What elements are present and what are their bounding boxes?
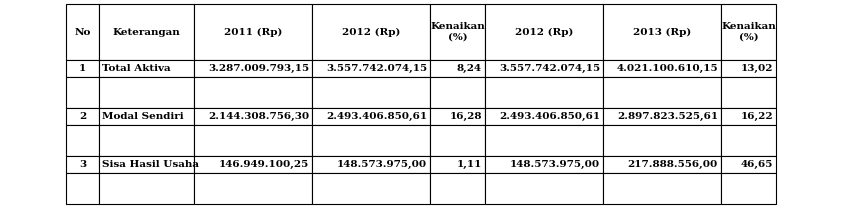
Bar [312, 77, 430, 108]
Bar [430, 4, 485, 60]
Bar [603, 125, 721, 156]
Bar [99, 156, 194, 173]
Bar [430, 108, 485, 125]
Bar [66, 173, 99, 204]
Bar [485, 125, 603, 156]
Bar [485, 4, 603, 60]
Text: Keterangan: Keterangan [113, 28, 180, 37]
Bar [603, 60, 721, 77]
Text: 148.573.975,00: 148.573.975,00 [337, 160, 427, 169]
Bar [430, 60, 485, 77]
Text: 2012 (Rp): 2012 (Rp) [514, 28, 573, 37]
Text: 2.144.308.756,30: 2.144.308.756,30 [208, 112, 309, 121]
Bar [312, 156, 430, 173]
Bar [721, 173, 776, 204]
Bar [485, 156, 603, 173]
Text: 2013 (Rp): 2013 (Rp) [633, 28, 691, 37]
Text: 2.493.406.850,61: 2.493.406.850,61 [498, 112, 600, 121]
Text: 2: 2 [79, 112, 86, 121]
Bar [603, 156, 721, 173]
Bar [194, 4, 312, 60]
Text: No: No [74, 28, 91, 37]
Bar [485, 173, 603, 204]
Text: 148.573.975,00: 148.573.975,00 [510, 160, 600, 169]
Bar [312, 4, 430, 60]
Text: 2.897.823.525,61: 2.897.823.525,61 [617, 112, 718, 121]
Bar [194, 125, 312, 156]
Bar [721, 108, 776, 125]
Text: Kenaikan
(%): Kenaikan (%) [430, 22, 485, 42]
Text: 16,28: 16,28 [450, 112, 482, 121]
Bar [312, 108, 430, 125]
Bar [485, 108, 603, 125]
Text: 4.021.100.610,15: 4.021.100.610,15 [616, 64, 718, 73]
Bar [99, 77, 194, 108]
Text: Total Aktiva: Total Aktiva [102, 64, 171, 73]
Bar [312, 125, 430, 156]
Text: Sisa Hasil Usaha: Sisa Hasil Usaha [102, 160, 199, 169]
Text: 3.557.742.074,15: 3.557.742.074,15 [498, 64, 600, 73]
Text: 1: 1 [79, 64, 86, 73]
Bar [66, 125, 99, 156]
Bar [430, 77, 485, 108]
Bar [99, 125, 194, 156]
Bar [485, 77, 603, 108]
Text: 1,11: 1,11 [456, 160, 482, 169]
Bar [603, 4, 721, 60]
Bar [99, 4, 194, 60]
Bar [312, 173, 430, 204]
Text: 2011 (Rp): 2011 (Rp) [224, 28, 282, 37]
Bar [194, 156, 312, 173]
Bar [721, 125, 776, 156]
Text: Kenaikan
(%): Kenaikan (%) [721, 22, 775, 42]
Bar [194, 173, 312, 204]
Text: 46,65: 46,65 [741, 160, 773, 169]
Bar [194, 77, 312, 108]
Bar [430, 156, 485, 173]
Bar [66, 108, 99, 125]
Text: Modal Sendiri: Modal Sendiri [102, 112, 184, 121]
Bar [66, 60, 99, 77]
Bar [603, 108, 721, 125]
Bar [66, 77, 99, 108]
Bar [99, 173, 194, 204]
Bar [99, 60, 194, 77]
Text: 3.557.742.074,15: 3.557.742.074,15 [326, 64, 427, 73]
Text: 13,02: 13,02 [740, 64, 773, 73]
Text: 16,22: 16,22 [740, 112, 773, 121]
Text: 3.287.009.793,15: 3.287.009.793,15 [208, 64, 309, 73]
Bar [194, 108, 312, 125]
Bar [721, 156, 776, 173]
Bar [603, 173, 721, 204]
Text: 2.493.406.850,61: 2.493.406.850,61 [326, 112, 427, 121]
Text: 2012 (Rp): 2012 (Rp) [342, 28, 400, 37]
Text: 3: 3 [79, 160, 86, 169]
Bar [99, 108, 194, 125]
Bar [721, 77, 776, 108]
Bar [66, 156, 99, 173]
Bar [66, 4, 99, 60]
Bar [485, 60, 603, 77]
Bar [721, 4, 776, 60]
Bar [603, 77, 721, 108]
Text: 217.888.556,00: 217.888.556,00 [628, 160, 718, 169]
Bar [194, 60, 312, 77]
Bar [430, 125, 485, 156]
Bar [312, 60, 430, 77]
Bar [721, 60, 776, 77]
Text: 146.949.100,25: 146.949.100,25 [219, 160, 309, 169]
Text: 8,24: 8,24 [457, 64, 482, 73]
Bar [430, 173, 485, 204]
